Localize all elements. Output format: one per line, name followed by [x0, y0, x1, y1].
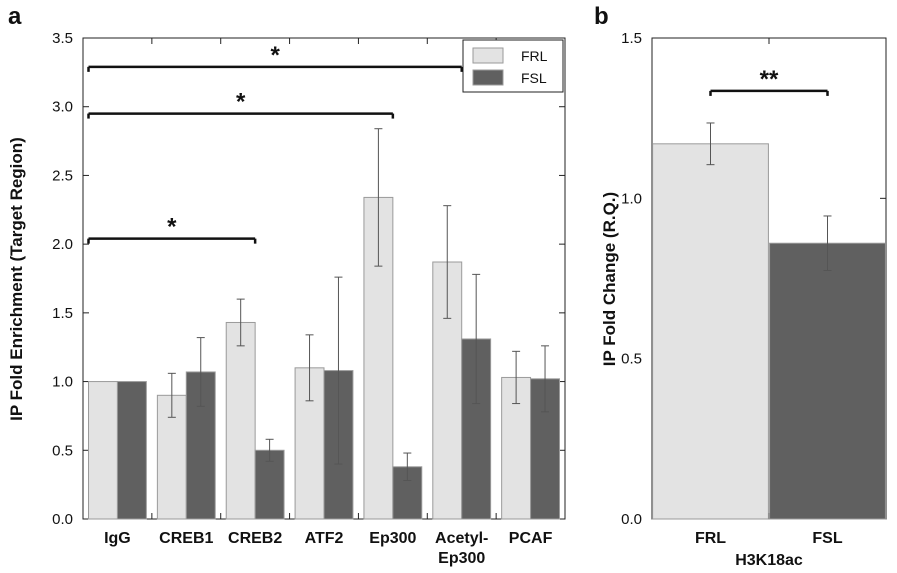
significance-label: * [270, 42, 280, 69]
y-tick-label: 1.5 [52, 305, 73, 322]
x-axis-title: H3K18ac [735, 552, 803, 569]
x-tick-label: PCAF [509, 530, 553, 547]
x-tick-label: FRL [695, 530, 726, 547]
significance-label: ** [760, 66, 779, 93]
y-tick-label: 1.5 [621, 30, 642, 47]
x-tick-label: IgG [104, 530, 131, 547]
y-tick-label: 0.5 [621, 351, 642, 368]
y-tick-label: 3.5 [52, 30, 73, 47]
x-tick-label: Ep300 [369, 530, 416, 547]
x-tick-label: ATF2 [305, 530, 344, 547]
panel-label-a: a [8, 3, 22, 30]
y-tick-label: 3.0 [52, 99, 73, 116]
y-axis-title: IP Fold Enrichment (Target Region) [7, 137, 26, 421]
x-tick-label: Acetyl-Ep300 [435, 530, 488, 567]
legend-label: FSL [521, 70, 547, 86]
legend-swatch [472, 69, 504, 86]
y-tick-label: 1.0 [621, 190, 642, 207]
x-tick-label: FSL [812, 530, 842, 547]
panel-b: b 0.0 0.5 1.0 1.5 IP Fold Change (R.Q.) FRL FSL… [594, 3, 887, 569]
y-tick-label: 2.5 [52, 167, 73, 184]
bar-1 [769, 242, 886, 520]
bar-frl-2 [225, 321, 256, 520]
legend-swatch [472, 47, 504, 64]
y-tick-label: 0.0 [621, 511, 642, 528]
panel-label-b: b [594, 3, 609, 30]
y-tick-label: 1.0 [52, 374, 73, 391]
x-tick-label: CREB2 [228, 530, 282, 547]
y-tick-label: 0.5 [52, 442, 73, 459]
legend-label: FRL [521, 48, 548, 64]
y-tick-label: 2.0 [52, 236, 73, 253]
panel-a: a 0.0 0.5 1.0 1.5 2.0 2.5 3.0 3.5 IP Fold Enrichm… [7, 3, 566, 567]
x-tick-label: CREB1 [159, 530, 213, 547]
bar-0 [652, 143, 769, 520]
y-tick-label: 0.0 [52, 511, 73, 528]
bar-frl-0 [88, 381, 118, 520]
bar-fsl-0 [116, 381, 147, 520]
significance-label: * [236, 89, 246, 116]
significance-label: * [167, 214, 177, 241]
y-axis-title: IP Fold Change (R.Q.) [600, 192, 619, 366]
